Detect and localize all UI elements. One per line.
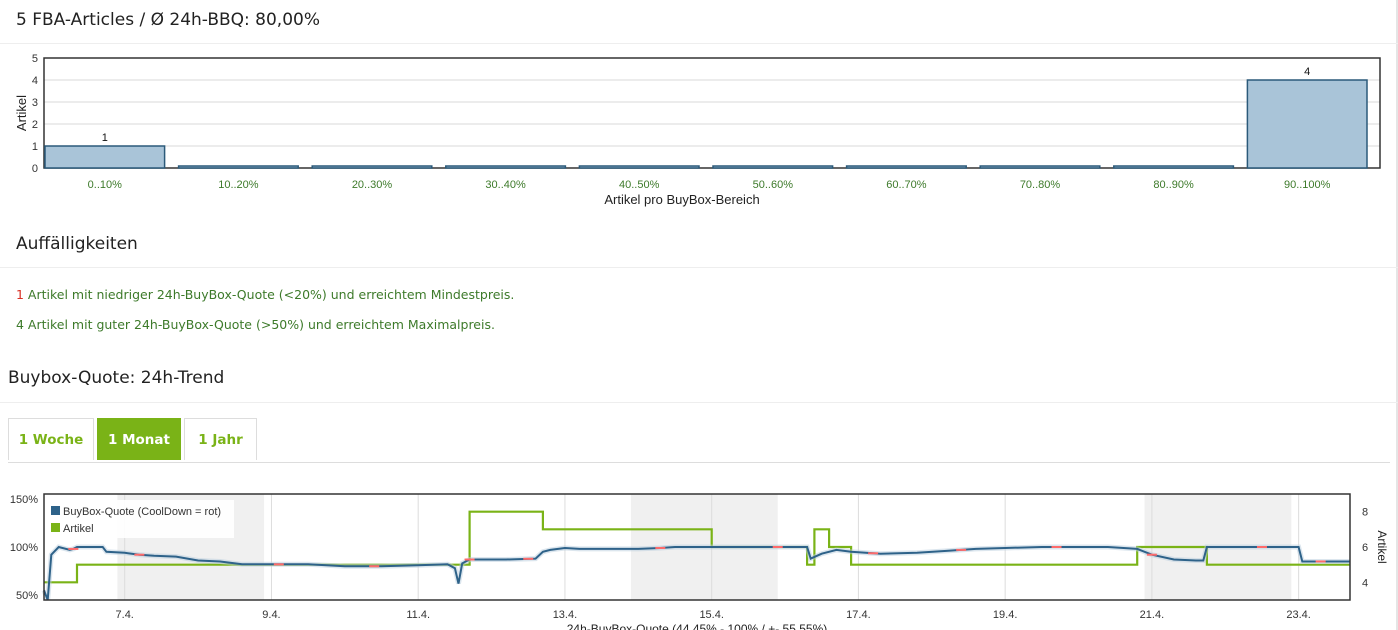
legend-swatch-buybox [51,506,60,515]
y-tick-label: 1 [32,141,38,153]
histogram-bar [44,145,166,169]
anomaly-text-good: Artikel mit guter 24h-BuyBox-Quote (>50%… [23,317,495,332]
histogram-bar [177,165,299,169]
histogram-bar [712,165,834,169]
x-tick-label: 10..20% [218,179,259,191]
histogram-bar [845,165,967,169]
anomaly-notice-good: 4 Artikel mit guter 24h-BuyBox-Quote (>5… [16,317,495,332]
anomaly-count-good: 4 [16,317,24,332]
y-right-tick-label: 8 [1362,507,1368,519]
anomaly-count-low: 1 [16,287,24,302]
bar-data-label: 1 [102,132,108,144]
x-tick-label: 20..30% [352,179,393,191]
x-tick-label: 40..50% [619,179,660,191]
x-tick-label: 90..100% [1284,179,1331,191]
range-tabs: 1 Woche 1 Monat 1 Jahr [8,418,1390,463]
y-left-tick-label: 50% [16,590,38,602]
x-tick-label: 7.4. [116,609,134,621]
x-tick-label: 0..10% [88,179,122,191]
bar-data-label: 4 [1304,66,1310,78]
tab-1-monat[interactable]: 1 Monat [97,418,181,460]
anomaly-notice-low: 1 Artikel mit niedriger 24h-BuyBox-Quote… [16,287,514,302]
title-divider [0,43,1398,44]
anomalies-title: Auffälligkeiten [16,234,138,254]
histogram-title: 5 FBA-Articles / Ø 24h-BBQ: 80,00% [16,10,320,30]
legend-swatch-artikel [51,523,60,532]
panel-right-border [1396,0,1398,630]
tab-1-woche[interactable]: 1 Woche [8,418,94,460]
x-tick-label: 13.4. [553,609,577,621]
anomaly-text-low: Artikel mit niedriger 24h-BuyBox-Quote (… [23,287,515,302]
y-left-tick-label: 150% [10,494,38,506]
x-tick-label: 15.4. [699,609,723,621]
histogram-bar [311,165,433,169]
series-line-buybox [43,545,1350,601]
x-tick-label: 60..70% [886,179,927,191]
legend-label-artikel: Artikel [63,523,94,535]
legend-box [48,500,234,538]
x-tick-label: 70..80% [1020,179,1061,191]
x-tick-label: 9.4. [262,609,280,621]
x-tick-label: 30..40% [485,179,526,191]
plot-border [43,57,1381,169]
y-axis-label: Artikel [14,95,29,131]
tab-1-jahr[interactable]: 1 Jahr [184,418,257,460]
y-tick-label: 0 [32,163,38,175]
histogram-bar [979,165,1101,169]
histogram-bar [1113,165,1235,169]
x-axis-label: 24h-BuyBox-Quote (44,45% - 100% / +- 55,… [567,622,827,630]
x-tick-label: 17.4. [846,609,870,621]
y-tick-label: 4 [32,75,38,87]
y-tick-label: 2 [32,119,38,131]
x-tick-label: 23.4. [1286,609,1310,621]
x-axis-label: Artikel pro BuyBox-Bereich [604,192,759,207]
y-right-tick-label: 6 [1362,542,1368,554]
anomalies-divider [0,267,1398,268]
trend-divider [0,402,1398,403]
x-tick-label: 50..60% [753,179,794,191]
x-tick-label: 11.4. [406,609,430,621]
y-right-tick-label: 4 [1362,577,1368,589]
series-line-artikel [44,510,1350,584]
plot-border [43,493,1351,601]
histogram-bar [578,165,700,169]
y-tick-label: 5 [32,53,38,65]
histogram-bar [445,165,567,169]
histogram-bar [1246,79,1368,169]
y-left-tick-label: 100% [10,542,38,554]
legend-label-buybox: BuyBox-Quote (CoolDown = rot) [63,506,221,518]
trend-chart: 7.4. 9.4. 11.4. 13.4. 15.4. 17.4. 19.4. 21.4. 23… [10,493,1389,630]
x-tick-label: 80..90% [1153,179,1194,191]
x-tick-label: 21.4. [1140,609,1164,621]
y-right-axis-label: Artikel [1375,530,1389,563]
x-tick-label: 19.4. [993,609,1017,621]
trend-title: Buybox-Quote: 24h-Trend [8,368,225,388]
y-tick-label: 3 [32,97,38,109]
